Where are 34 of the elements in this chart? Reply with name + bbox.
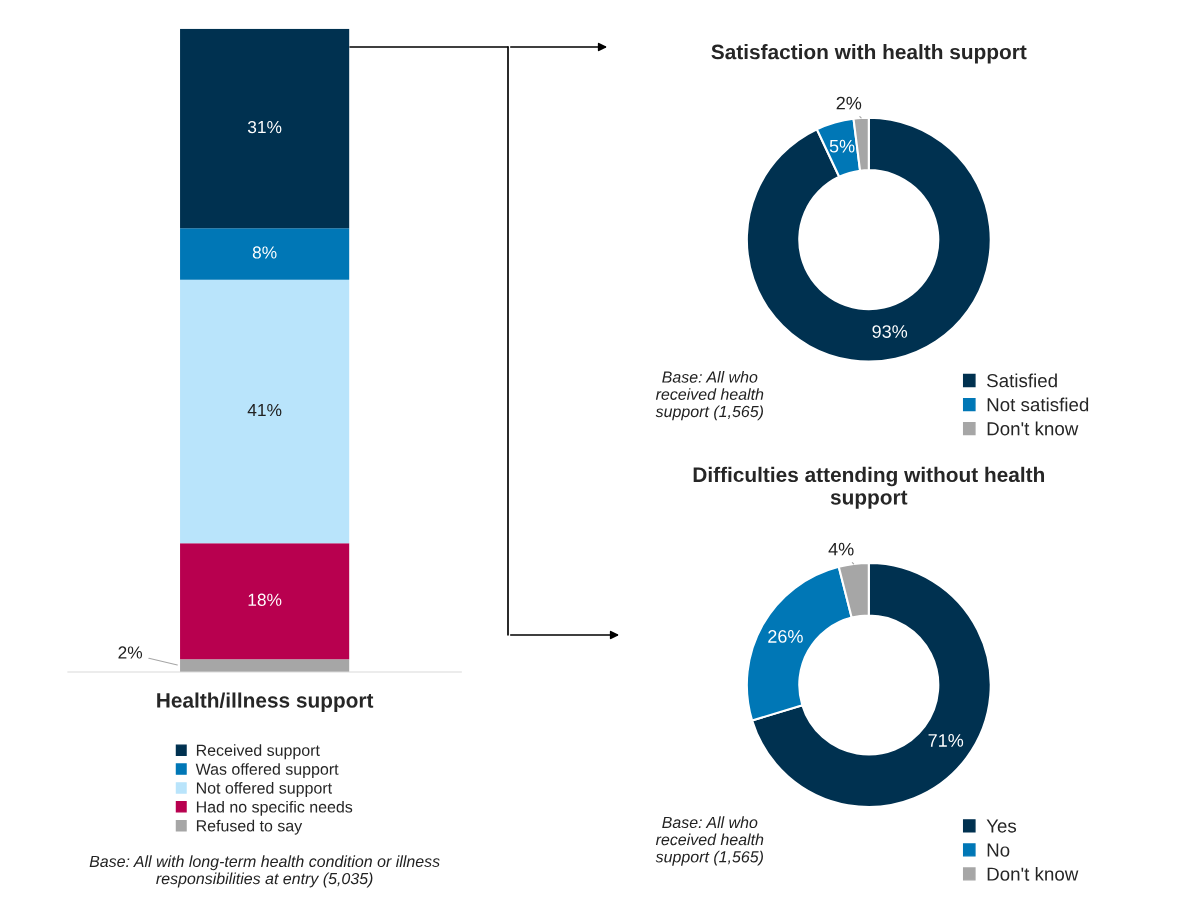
legend-label: Refused to say <box>196 819 303 835</box>
data-label: 41% <box>247 403 282 417</box>
legend-label: Not offered support <box>196 782 332 797</box>
legend-label: Had no specific needs <box>196 800 353 816</box>
text: Base: All with long-term health condition or illness responsibilities at entry (5,035) <box>89 855 440 888</box>
data-label: 31% <box>247 120 282 134</box>
legend-label: Received support <box>196 744 320 760</box>
legend-label: Don't know <box>987 866 1079 881</box>
chart-title: Difficulties attending without health support <box>693 466 1045 509</box>
text: Base: All who received health support (1,565) <box>655 816 764 866</box>
legend-label: Don't know <box>987 421 1079 436</box>
text: Health/illness support <box>157 692 374 712</box>
bar <box>180 659 350 672</box>
legend-label: Yes <box>986 819 1017 833</box>
data-label: 18% <box>248 593 282 606</box>
legend-label: Satisfied <box>987 373 1057 388</box>
data-label: 4% <box>828 542 854 556</box>
donut-slice <box>745 116 992 363</box>
data-label: 5% <box>829 139 855 153</box>
legend-label: No <box>987 843 1010 857</box>
bar <box>180 543 350 660</box>
legend-label: Not satisfied <box>987 397 1089 412</box>
legend-label: Was offered support <box>195 763 339 779</box>
data-label: 26% <box>768 630 803 643</box>
bar <box>180 279 350 544</box>
bar <box>180 228 350 280</box>
data-label: 71% <box>928 734 964 747</box>
bar <box>180 28 350 229</box>
data-label: 8% <box>252 246 277 259</box>
text: Base: All who received health support (1,565) <box>655 371 764 421</box>
data-label: 2% <box>836 96 862 110</box>
data-label: 93% <box>872 325 908 338</box>
chart-title: Satisfaction with health support <box>711 44 1027 64</box>
data-label: 2% <box>118 646 143 659</box>
